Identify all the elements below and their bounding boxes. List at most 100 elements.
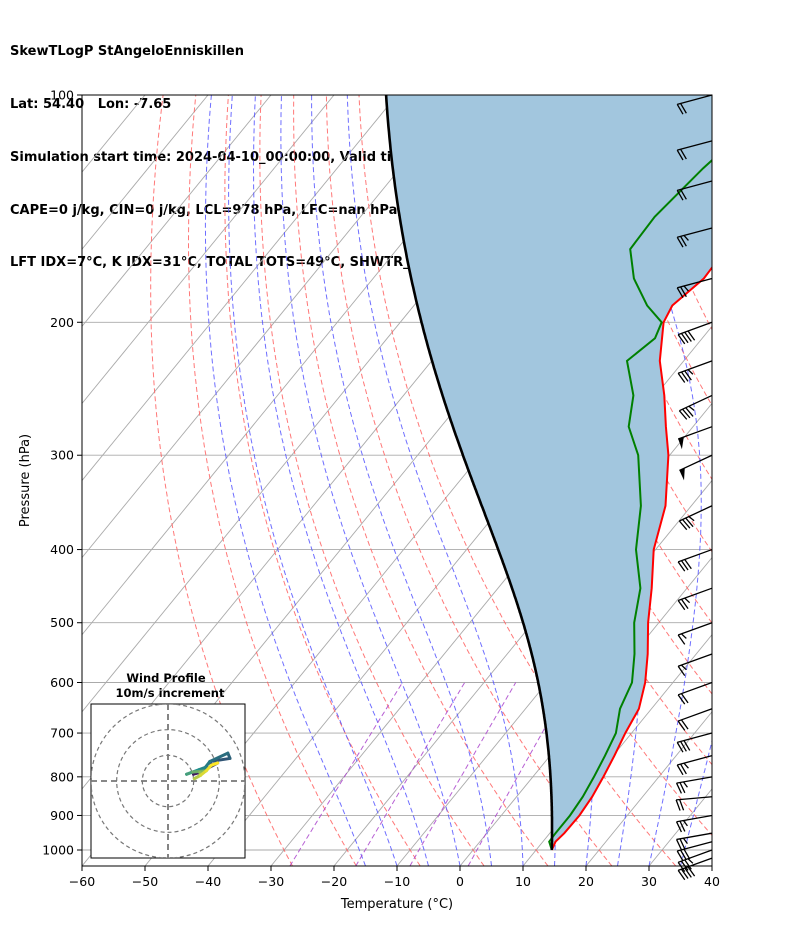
barb-shaft (677, 227, 713, 238)
barb-flag (676, 764, 684, 776)
barb-half-flag (684, 597, 691, 604)
barb-flag (682, 519, 691, 529)
dry-adiabat (751, 95, 794, 866)
wind-barb (676, 755, 713, 776)
y-tick-label: 100 (50, 88, 74, 103)
barb-half-flag (688, 405, 695, 411)
x-tick-label: 20 (578, 874, 594, 889)
dry-adiabat (259, 95, 485, 866)
barb-half-flag (683, 762, 689, 769)
barb-flag (680, 236, 687, 247)
moist-adiabat (204, 95, 366, 866)
y-tick-label: 900 (50, 808, 74, 823)
barb-shaft (677, 180, 713, 191)
y-tick-label: 200 (50, 315, 74, 330)
barb-flag (685, 517, 694, 528)
wind-barb (676, 180, 713, 201)
wind-barb (677, 708, 713, 731)
x-tick-label: 30 (641, 874, 657, 889)
barb-flag (679, 820, 686, 832)
chart-title: SkewTLogP StAngeloEnniskillen (10, 44, 244, 60)
barb-flag (679, 782, 686, 794)
barb-flag (680, 719, 689, 730)
barb-flag (675, 782, 682, 794)
barb-flag (679, 838, 686, 850)
barb-flag (680, 868, 689, 879)
barb-flag (676, 236, 684, 248)
mixing-ratio-line (467, 682, 571, 866)
barb-flag (680, 560, 689, 571)
dry-adiabat (188, 95, 357, 866)
wind-barb (677, 849, 713, 873)
hodograph-title: Wind Profile (126, 671, 206, 685)
barb-shaft (677, 653, 713, 667)
isotherm-line (585, 711, 712, 866)
isotherm-line (396, 479, 712, 866)
x-tick-label: 10 (515, 874, 531, 889)
wind-barb (677, 653, 713, 676)
barb-flag (683, 848, 691, 860)
barb-shaft (677, 360, 713, 374)
barb-flag (680, 286, 687, 298)
wind-barb (677, 681, 713, 705)
barb-shaft (677, 755, 713, 766)
y-tick-label: 300 (50, 448, 74, 463)
temperature-line (550, 265, 712, 851)
barb-flag (677, 861, 686, 873)
isotherm-line (711, 865, 712, 866)
hodograph-plot (91, 704, 245, 858)
wind-barb (678, 394, 713, 420)
y-tick-label: 500 (50, 615, 74, 630)
wind-barb (677, 426, 713, 450)
x-tick-label: −40 (195, 874, 221, 889)
barb-shaft (676, 796, 713, 801)
moist-adiabat (228, 95, 398, 866)
x-tick-label: −20 (321, 874, 347, 889)
barb-half-flag (683, 235, 689, 241)
barb-flag (677, 694, 686, 705)
wind-barb (678, 505, 713, 531)
y-tick-label: 1000 (42, 843, 74, 858)
wind-barb (676, 227, 713, 248)
wind-barb (677, 857, 713, 881)
wind-barb (677, 548, 713, 572)
barb-flag (675, 839, 682, 851)
barb-flag (684, 859, 692, 870)
dry-adiabat (224, 95, 421, 866)
barb-flag (680, 598, 689, 609)
barb-flag (675, 799, 681, 811)
barb-shaft (679, 505, 713, 522)
barb-pennant (679, 467, 685, 481)
barb-flag (676, 742, 684, 753)
wind-barb (679, 454, 713, 481)
wind-barb (677, 587, 713, 611)
cin-shaded-area (386, 95, 712, 850)
wind-barb (677, 321, 713, 345)
isotherm-line (82, 95, 398, 482)
x-tick-label: −50 (132, 874, 158, 889)
barb-shaft (677, 708, 713, 722)
wind-barb (675, 832, 713, 851)
barb-flag (680, 148, 687, 160)
mixing-ratio-line (409, 682, 517, 866)
barb-shaft (677, 849, 713, 863)
hodograph-trace-segment (209, 761, 220, 767)
barb-flag (680, 371, 689, 382)
barb-flag (677, 720, 686, 731)
isotherm-line (82, 95, 83, 96)
barb-half-flag (681, 664, 687, 671)
barb-flag (684, 867, 692, 878)
wind-barb (676, 277, 713, 298)
moist-adiabat (346, 95, 524, 866)
barb-shaft (679, 454, 713, 472)
barb-flag (680, 333, 689, 344)
dry-adiabat (358, 95, 677, 866)
wind-barb (676, 94, 713, 115)
wind-barb (677, 360, 713, 383)
barb-shaft (677, 321, 713, 336)
barb-flag (683, 740, 691, 751)
barb-flag (680, 189, 687, 200)
barb-flag (677, 600, 686, 611)
dry-adiabat (150, 95, 293, 866)
barb-flag (676, 850, 684, 862)
